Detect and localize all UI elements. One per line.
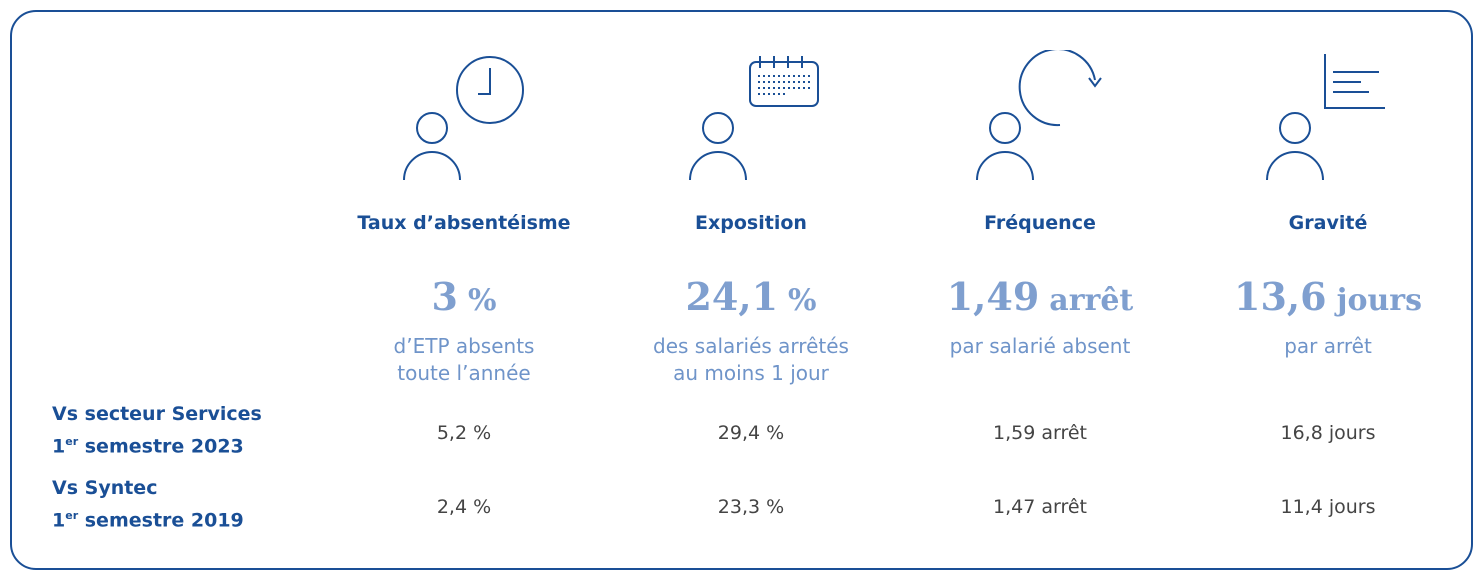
ordinal-suffix: er xyxy=(65,435,79,448)
description-line: par salarié absent xyxy=(949,334,1131,358)
row-label-period: 1er semestre 2023 xyxy=(52,428,262,460)
row-label: Vs Syntec 1er semestre 2019 xyxy=(52,474,244,534)
value-unit: arrêt xyxy=(1049,283,1134,318)
ordinal: 1 xyxy=(52,509,66,532)
comparison-value: 1,47 arrêt xyxy=(993,496,1087,518)
period: semestre 2023 xyxy=(84,435,244,458)
description: des salariés arrêtés au moins 1 jour xyxy=(601,333,901,387)
main-value: 13,6 jours xyxy=(1178,274,1478,319)
icon-clock xyxy=(403,56,524,181)
column-title: Fréquence xyxy=(984,212,1096,234)
row-label-period: 1er semestre 2019 xyxy=(52,502,244,534)
description-line: des salariés arrêtés xyxy=(653,334,849,358)
value-unit: jours xyxy=(1336,283,1422,318)
comparison-value: 23,3 % xyxy=(717,496,785,518)
description-line: toute l’année xyxy=(397,361,531,385)
comparison-value: 2,4 % xyxy=(436,496,492,518)
comparison-value: 29,4 % xyxy=(717,422,785,444)
value-unit: % xyxy=(788,283,817,318)
comparison-value: 16,8 jours xyxy=(1280,422,1376,444)
ordinal: 1 xyxy=(52,435,66,458)
comparison-value: 1,59 arrêt xyxy=(993,422,1087,444)
value-number: 24,1 xyxy=(685,274,779,319)
row-label-name: Vs Syntec xyxy=(52,477,158,499)
main-value: 1,49 arrêt xyxy=(890,274,1190,319)
icon-cycle xyxy=(976,50,1102,181)
row-label-name: Vs secteur Services xyxy=(52,403,262,425)
description-line: par arrêt xyxy=(1284,334,1372,358)
main-value: 3% xyxy=(314,274,614,319)
row-label: Vs secteur Services 1er semestre 2023 xyxy=(52,400,262,460)
description: d’ETP absents toute l’année xyxy=(314,333,614,387)
comparison-value: 11,4 jours xyxy=(1280,496,1376,518)
value-number: 13,6 xyxy=(1234,274,1327,319)
description-line: d’ETP absents xyxy=(393,334,535,358)
icon-calendar xyxy=(689,56,819,181)
main-value: 24,1% xyxy=(601,274,901,319)
value-unit: % xyxy=(467,283,497,318)
description-line: au moins 1 jour xyxy=(673,361,829,385)
description: par arrêt xyxy=(1178,333,1478,360)
ordinal-suffix: er xyxy=(65,509,79,522)
column-title: Gravité xyxy=(1288,212,1368,234)
column-title: Exposition xyxy=(695,212,807,234)
icon-chart xyxy=(1266,54,1385,181)
card-border xyxy=(10,10,1473,570)
period: semestre 2019 xyxy=(84,509,244,532)
description: par salarié absent xyxy=(890,333,1190,360)
value-number: 1,49 xyxy=(946,274,1040,319)
comparison-value: 5,2 % xyxy=(436,422,492,444)
value-number: 3 xyxy=(431,274,458,319)
column-title: Taux d’absentéisme xyxy=(357,212,571,234)
